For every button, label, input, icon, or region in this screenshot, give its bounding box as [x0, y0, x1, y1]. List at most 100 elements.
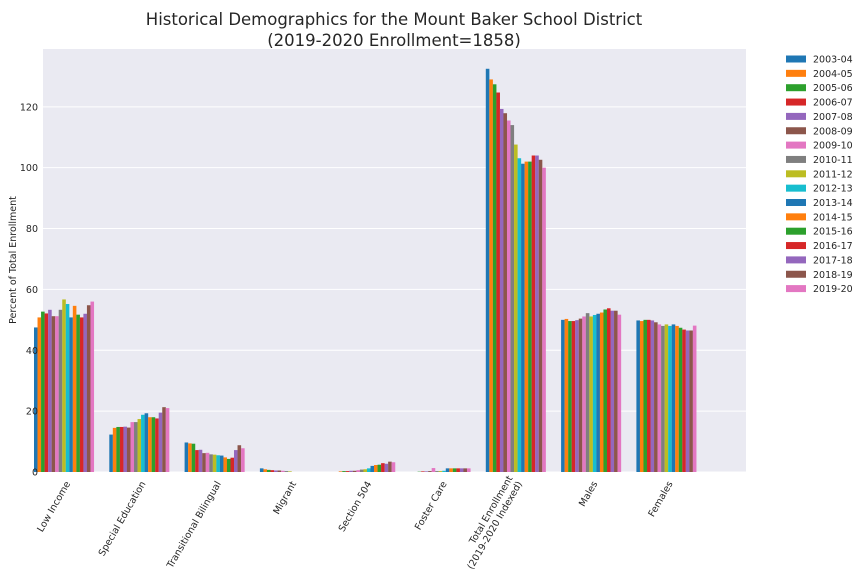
bar — [352, 470, 357, 472]
bar — [496, 92, 500, 473]
bar — [195, 450, 199, 472]
bar — [485, 68, 490, 472]
bar — [288, 471, 292, 472]
bar — [503, 113, 508, 473]
bar — [284, 471, 289, 472]
bar — [76, 314, 80, 472]
bar — [34, 327, 38, 472]
bar — [165, 408, 170, 472]
bar — [466, 468, 471, 472]
bar — [51, 316, 56, 472]
legend-label: 2004-05 — [813, 69, 853, 80]
x-tick-label: Total Enrollment(2019-2020 Indexed) — [465, 474, 525, 572]
legend-swatch — [786, 127, 806, 135]
bar — [459, 468, 464, 472]
bar — [212, 454, 217, 472]
bar — [510, 125, 515, 472]
bar — [109, 434, 113, 472]
legend-swatch — [786, 170, 806, 178]
bar — [356, 470, 360, 472]
bar — [216, 455, 220, 472]
bar — [144, 413, 149, 472]
bar — [610, 310, 615, 472]
bar — [191, 443, 196, 472]
chart-subtitle: (2019-2020 Enrollment=1858) — [267, 31, 521, 50]
bar — [582, 316, 586, 472]
bar — [514, 144, 518, 472]
legend-swatch — [786, 112, 806, 120]
bar — [137, 419, 142, 472]
bar — [636, 320, 640, 472]
legend-swatch — [786, 55, 806, 63]
x-tick-label: Foster Care — [413, 479, 450, 532]
bar — [531, 155, 536, 472]
bar — [151, 417, 156, 472]
bar — [370, 465, 375, 472]
x-tick-label: Section 504 — [337, 480, 375, 534]
bar — [445, 468, 450, 472]
bar — [542, 167, 546, 472]
y-tick-label: 0 — [32, 468, 38, 479]
bar — [345, 471, 350, 472]
legend-label: 2010-11 — [813, 155, 853, 166]
bar — [456, 468, 460, 472]
legend-label: 2007-08 — [813, 112, 853, 123]
bars — [34, 68, 697, 473]
bar — [230, 457, 235, 472]
bar — [79, 317, 84, 472]
bar — [506, 120, 511, 472]
x-tick-label: Transitional Bilingual — [165, 480, 224, 572]
bar — [58, 309, 63, 472]
legend-swatch — [786, 98, 806, 106]
x-tick-label-line: Males — [577, 479, 600, 508]
bar — [209, 454, 213, 472]
bar — [661, 325, 665, 472]
bar — [270, 470, 275, 472]
x-tick-label: Males — [577, 479, 600, 508]
bar — [657, 324, 662, 472]
bar — [148, 417, 152, 472]
bar — [568, 321, 572, 472]
bar — [524, 161, 529, 472]
bar — [126, 427, 131, 472]
bar — [589, 316, 593, 472]
bar — [234, 450, 238, 472]
bar — [266, 469, 271, 472]
bar — [424, 471, 429, 472]
legend-swatch — [786, 199, 806, 206]
bar — [359, 469, 364, 472]
legend-label: 2006-07 — [813, 98, 853, 109]
bar — [521, 163, 525, 473]
bar — [37, 317, 42, 472]
bar — [342, 471, 346, 472]
legend-swatch — [786, 242, 806, 250]
legend-label: 2018-19 — [813, 270, 853, 281]
bar — [561, 319, 565, 472]
bar — [449, 468, 453, 472]
bar — [363, 469, 368, 472]
bar — [205, 452, 210, 472]
plot-area — [43, 49, 746, 472]
bar — [575, 320, 579, 472]
legend-swatch — [786, 270, 806, 278]
bar — [678, 327, 683, 472]
legend-swatch — [786, 141, 806, 149]
x-tick-label-line: Transitional Bilingual — [165, 480, 224, 572]
bar — [391, 462, 396, 472]
legend-swatch — [786, 155, 806, 163]
bar — [130, 422, 135, 472]
bar — [671, 324, 676, 472]
legend-label: 2014-15 — [813, 212, 853, 223]
bar — [535, 155, 539, 472]
bar — [442, 470, 446, 472]
bar — [41, 311, 45, 472]
bar — [654, 322, 658, 472]
bar — [366, 468, 371, 472]
legend-label: 2008-09 — [813, 126, 853, 137]
x-tick-labels: Low Income Special Education Transitional … — [35, 474, 675, 572]
y-axis-label: Percent of Total Enrollment — [8, 196, 19, 324]
bar — [202, 453, 206, 472]
bar — [158, 412, 163, 472]
y-tick-label: 80 — [26, 224, 38, 235]
legend-label: 2003-04 — [813, 55, 853, 66]
